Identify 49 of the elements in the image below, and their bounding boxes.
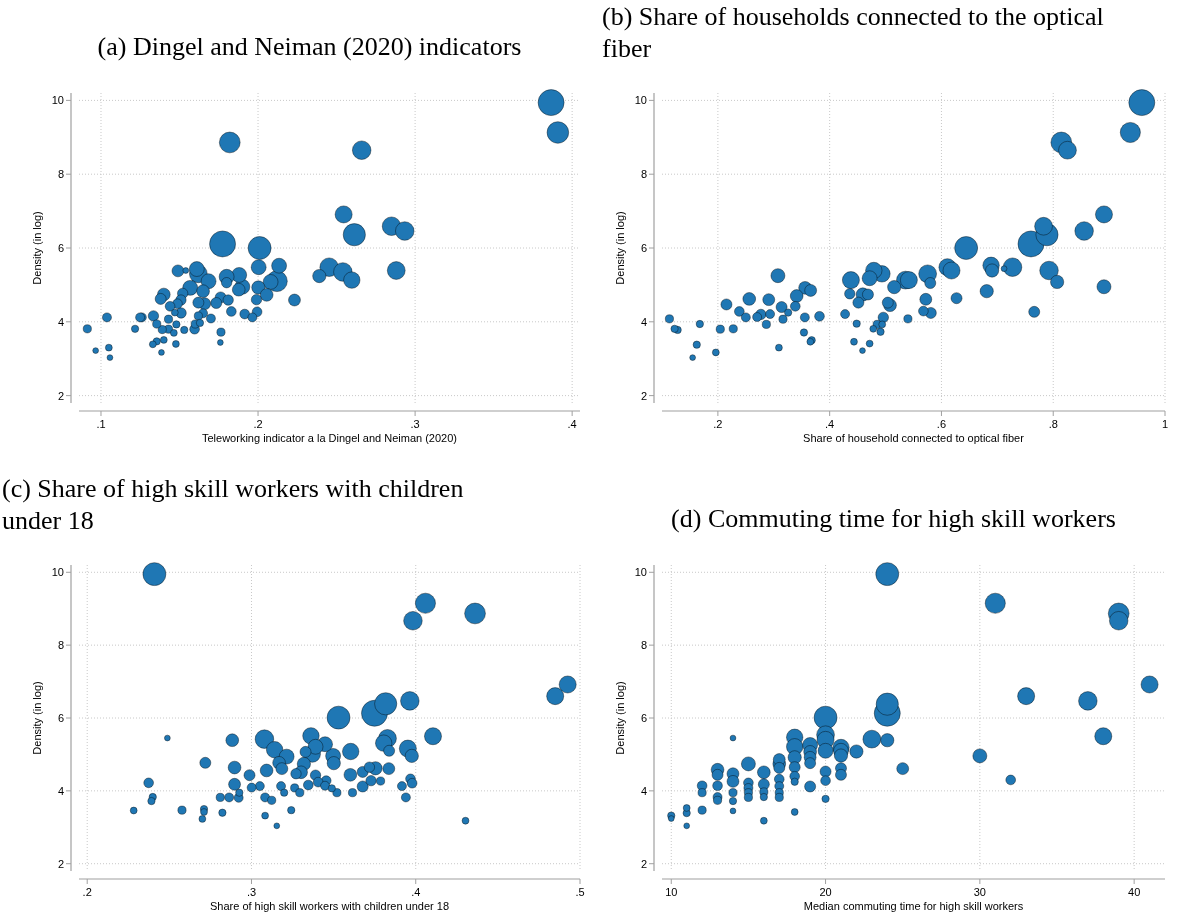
x-tick-label: .2 [713,418,723,430]
y-tick-label: 4 [640,315,647,328]
x-tick-label: .3 [246,886,257,898]
x-tick-label: .4 [411,886,421,898]
y-tick-label: 2 [640,857,647,870]
x-tick-label: .4 [567,418,577,430]
x-tick-label: .2 [82,886,92,898]
x-tick-label: 30 [973,886,986,898]
x-axis-title: Median commuting time for high skill workers [803,900,1024,912]
y-tick-label: 4 [57,784,64,797]
y-tick-label: 8 [640,639,647,652]
y-axis-title: Density (in log) [614,211,626,285]
y-axis-title: Density (in log) [31,681,43,755]
x-tick-label: 40 [1128,886,1141,898]
y-axis-title: Density (in log) [31,211,43,285]
x-tick-label: 10 [665,886,678,898]
y-tick-label: 4 [640,784,647,797]
chart-title: (b) Share of households connected to the optical fiber [602,2,1104,63]
x-tick-label: 1 [1161,418,1169,430]
x-tick-label: .6 [936,418,947,430]
y-tick-label: 10 [634,94,647,107]
x-tick-label: .3 [410,418,420,430]
y-tick-label: 2 [57,857,64,870]
x-axis-title: Share of household connected to optical fiber [803,432,1025,444]
x-tick-label: .1 [96,418,106,430]
x-tick-label: .2 [253,418,263,430]
x-tick-label: 20 [819,886,832,898]
y-tick-label: 10 [51,94,64,107]
y-tick-label: 6 [57,242,64,254]
y-tick-label: 2 [640,389,647,402]
y-tick-label: 10 [51,566,64,579]
y-tick-label: 8 [57,639,64,652]
x-tick-label: .5 [575,886,585,898]
y-tick-label: 8 [640,168,647,181]
y-tick-label: 6 [57,712,64,724]
y-tick-label: 8 [57,168,64,181]
y-tick-label: 6 [640,712,647,724]
chart-title: (c) Share of high skill workers with children under 18 [2,474,464,535]
x-axis-title: Teleworking indicator a la Dingel and Neiman (2020) [202,432,457,444]
x-tick-label: .4 [825,418,835,430]
x-tick-label: .8 [1048,418,1058,430]
chart-title: (d) Commuting time for high skill workers [671,504,1116,533]
x-axis-title: Share of high skill workers with children under 18 [209,900,450,912]
y-tick-label: 4 [57,315,64,328]
y-tick-label: 10 [634,566,647,579]
chart-title: (a) Dingel and Neiman (2020) indicators [97,32,522,61]
y-tick-label: 2 [57,389,64,402]
y-tick-label: 6 [640,242,647,254]
y-axis-title: Density (in log) [614,681,626,755]
